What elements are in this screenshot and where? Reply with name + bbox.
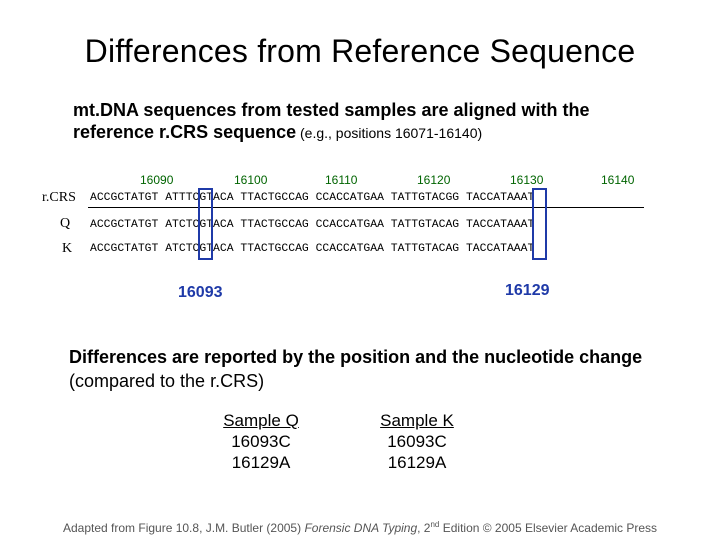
sample-q-title: Sample Q: [223, 411, 299, 430]
intro-range: (e.g., positions 16071-16140): [296, 125, 483, 141]
citation-source: Adapted from Figure 10.8, J.M. Butler (2…: [62, 521, 305, 535]
citation-book-title: Forensic DNA Typing: [304, 521, 418, 535]
sample-k-change: 16093C: [387, 432, 447, 451]
highlight-box-16129: [532, 188, 547, 260]
marker-16093: 16093: [178, 284, 223, 301]
intro-bold: mt.DNA sequences from tested samples are…: [73, 100, 590, 142]
sequence-q: ACCGCTATGT ATCTCGTACA TTACTGCCAG CCACCAT…: [90, 219, 535, 231]
row-label-k: K: [62, 241, 73, 256]
citation-footer: Adapted from Figure 10.8, J.M. Butler (2…: [0, 520, 720, 535]
position-label: 16140: [601, 173, 635, 187]
sample-q-change: 16093C: [231, 432, 291, 451]
sequence-rcrs: ACCGCTATGT ATTTCGTACA TTACTGCCAG CCACCAT…: [90, 192, 535, 204]
position-label: 16120: [417, 173, 451, 187]
row-label-q: Q: [60, 216, 71, 231]
sequence-k: ACCGCTATGT ATCTCGTACA TTACTGCCAG CCACCAT…: [90, 243, 535, 255]
citation-edition-suffix: nd: [430, 520, 440, 529]
position-label: 16100: [234, 173, 268, 187]
differences-text: Differences are reported by the position…: [69, 345, 669, 393]
sample-k-change: 16129A: [387, 453, 447, 472]
position-label: 16110: [325, 173, 358, 187]
citation-publisher: Edition © 2005 Elsevier Academic Press: [439, 521, 658, 535]
position-label: 16090: [140, 173, 174, 187]
row-label-rcrs: r.CRS: [42, 190, 76, 205]
highlight-box-16093: [198, 188, 213, 260]
position-label: 16130: [510, 173, 544, 187]
intro-text: mt.DNA sequences from tested samples are…: [73, 99, 673, 144]
reference-divider: [88, 207, 644, 208]
citation-edition: , 2: [417, 521, 431, 535]
sample-q: Sample Q 16093C 16129A: [206, 410, 316, 473]
differences-bold: Differences are reported by the position…: [69, 347, 643, 367]
page-title: Differences from Reference Sequence: [84, 33, 636, 69]
marker-16129: 16129: [505, 282, 550, 299]
sample-k-title: Sample K: [380, 411, 454, 430]
sample-k: Sample K 16093C 16129A: [362, 410, 472, 473]
differences-note: (compared to the r.CRS): [69, 371, 265, 391]
sample-q-change: 16129A: [231, 453, 291, 472]
